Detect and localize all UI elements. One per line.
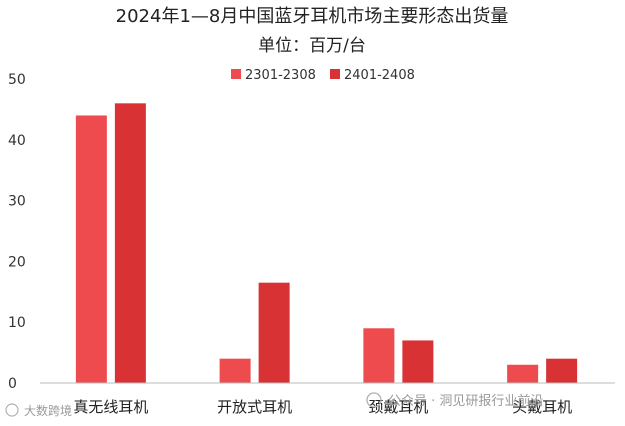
legend-swatch [330,69,340,79]
legend-label: 2301-2308 [245,68,316,83]
y-tick-label: 0 [8,376,17,392]
bar-2-4 [546,358,578,383]
chart-subtitle: 单位：百万/台 [258,36,366,56]
y-tick-label: 40 [8,133,26,149]
legend: 2301-2308 2401-2408 [231,68,415,83]
bar-2-1 [114,103,146,383]
bar-1-1 [75,115,107,383]
y-tick-label: 20 [8,254,26,270]
x-tick-label: 颈戴耳机 [368,398,428,416]
y-tick-label: 30 [8,194,26,210]
x-tick-label: 开放式耳机 [217,398,292,416]
y-tick-label: 50 [8,72,26,88]
bars [75,103,578,383]
watermark-corner-icon [5,403,19,417]
y-axis: 0 10 20 30 40 50 [8,72,26,392]
y-tick-label: 10 [8,315,26,331]
legend-swatch [231,69,241,79]
bar-2-2 [258,282,290,383]
legend-label: 2401-2408 [344,68,415,83]
chart-title: 2024年1—8月中国蓝牙耳机市场主要形态出货量 [116,6,509,27]
x-axis-labels: 真无线耳机 开放式耳机 颈戴耳机 头戴耳机 [73,398,572,416]
bar-1-3 [363,328,395,383]
watermark: 公众号 · 洞见研报行业前沿 大数跨境 [5,392,543,418]
wechat-icon [366,392,382,408]
bar-2-3 [402,340,434,383]
watermark-corner-text: 大数跨境 [24,403,72,418]
bar-1-2 [219,358,251,383]
x-tick-label: 头戴耳机 [512,398,572,416]
bar-1-4 [507,364,539,383]
x-tick-label: 真无线耳机 [73,398,148,416]
watermark-text: 公众号 · 洞见研报行业前沿 [388,393,543,409]
